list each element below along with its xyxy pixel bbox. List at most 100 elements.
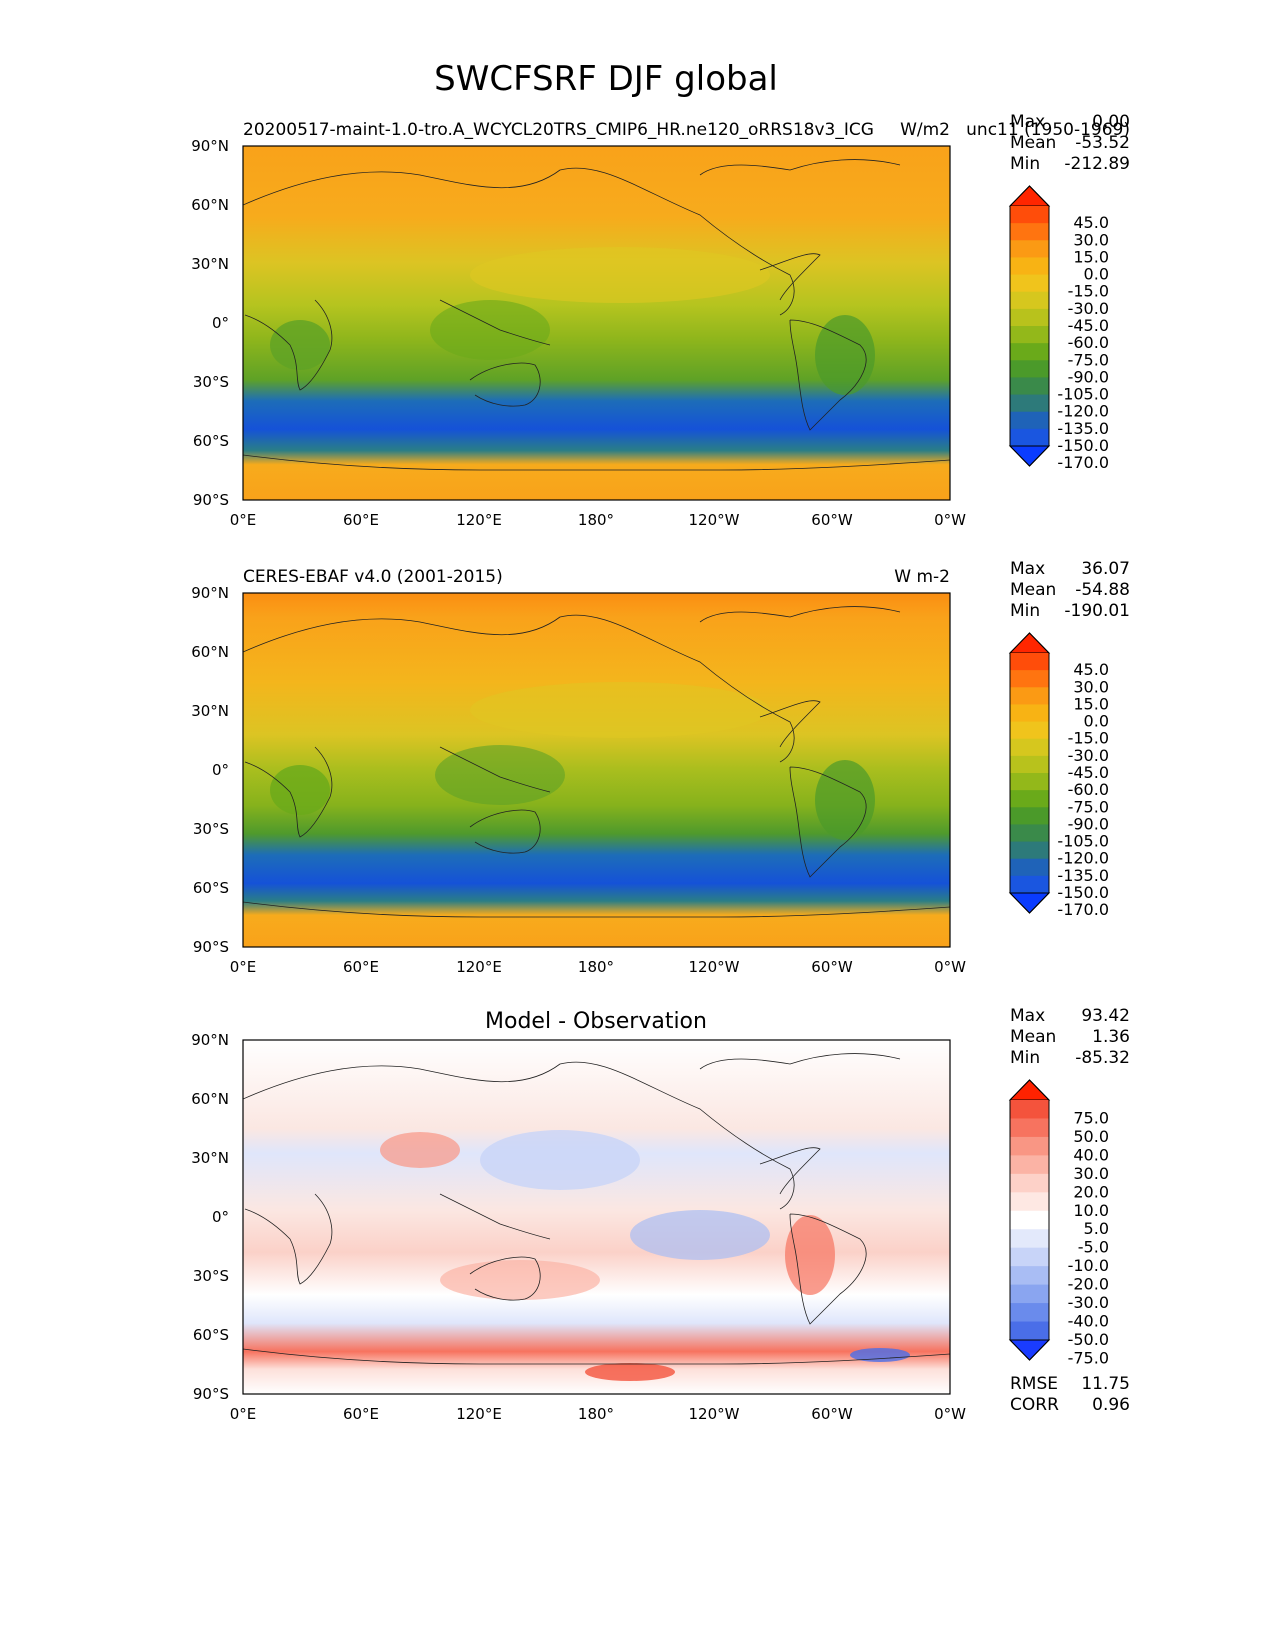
panel-obs-ytick: 90°S	[193, 938, 229, 956]
panel-diff-xtick: 0°E	[230, 1405, 257, 1423]
colorbar-tick-label: 75.0	[1073, 1108, 1109, 1127]
colorbar-tick-label: -150.0	[1057, 883, 1109, 902]
colorbar-extend-max	[1008, 1079, 1051, 1101]
colorbar-band	[1010, 1229, 1049, 1249]
colorbar-tick-label: -105.0	[1057, 385, 1109, 404]
colorbar-tick-label: -40.0	[1068, 1312, 1109, 1331]
colorbar-band	[1010, 670, 1049, 688]
panel-diff-stat-mean-label: Mean	[1010, 1027, 1056, 1047]
panel-diff-xtick: 120°E	[456, 1405, 502, 1423]
colorbar-band	[1010, 824, 1049, 843]
colorbar-tick-label: 30.0	[1073, 230, 1109, 249]
panel-obs: CERES-EBAF v4.0 (2001-2015) W m-2 90°N 6…	[191, 559, 1130, 976]
colorbar-tick-label: 15.0	[1073, 247, 1109, 266]
panel-obs-xtick: 120°E	[456, 958, 502, 976]
panel-model-stat-min: -212.89	[1064, 154, 1130, 174]
panel-obs-coastlines	[243, 606, 950, 918]
panel-obs-ytick: 60°N	[191, 643, 229, 661]
colorbar-tick-label: -90.0	[1068, 814, 1109, 833]
panel-obs-xtick: 0°W	[934, 958, 966, 976]
panel-obs-npacific-band	[470, 682, 770, 738]
panel-diff-ytick: 30°S	[193, 1267, 229, 1285]
colorbar-band	[1010, 790, 1049, 808]
colorbar-tick-label: -90.0	[1068, 367, 1109, 386]
panel-model-ytick: 60°S	[193, 432, 229, 450]
colorbar-band	[1010, 1321, 1049, 1341]
colorbar-tick-label: -30.0	[1068, 1293, 1109, 1312]
colorbar-tick-label: 40.0	[1073, 1145, 1109, 1164]
figure-title: SWCFSRF DJF global	[434, 59, 778, 99]
panel-model-coastlines	[243, 159, 950, 471]
colorbar-band	[1010, 858, 1049, 877]
colorbar-band	[1010, 326, 1049, 344]
panel-obs-stat-max-label: Max	[1010, 559, 1045, 579]
panel-obs-ytick: 0°	[212, 761, 229, 779]
panel-model-stat-mean: -53.52	[1075, 133, 1130, 153]
panel-diff-red-patch	[585, 1363, 675, 1381]
colorbar-band	[1010, 807, 1049, 825]
panel-diff-ytick: 90°N	[191, 1031, 229, 1049]
panel-obs-stats: Max 36.07 Mean -54.88 Min -190.01	[1010, 559, 1130, 621]
panel-obs-stat-mean-label: Mean	[1010, 580, 1056, 600]
panel-obs-frame	[242, 592, 951, 948]
panel-diff-yaxis: 90°N 60°N 30°N 0° 30°S 60°S 90°S	[191, 1031, 229, 1403]
colorbar-extend-max	[1008, 185, 1051, 207]
panel-obs-map	[243, 593, 950, 947]
panel-diff-ytick: 90°S	[193, 1385, 229, 1403]
panel-diff-red-patch	[785, 1215, 835, 1295]
colorbar-band	[1010, 1284, 1049, 1304]
colorbar-tick-label: -120.0	[1057, 402, 1109, 421]
colorbar-tick-label: -170.0	[1057, 453, 1109, 472]
panel-diff-stat-min-label: Min	[1010, 1048, 1040, 1068]
panel-diff-xtick: 0°W	[934, 1405, 966, 1423]
panel-diff-title: Model - Observation	[485, 1009, 707, 1034]
panel-obs-ytick: 60°S	[193, 879, 229, 897]
colorbar-band	[1010, 1247, 1049, 1267]
colorbar-tick-label: -60.0	[1068, 333, 1109, 352]
panel-model-title-extra: unc11 (1950-1969)	[966, 120, 1130, 140]
panel-diff-blue-patch	[480, 1130, 640, 1190]
panel-model-samerica-cloud	[815, 315, 875, 395]
panel-model-ytick: 90°N	[191, 137, 229, 155]
panel-model-npacific-band	[470, 247, 770, 303]
colorbar-band	[1010, 360, 1049, 378]
panel-model-africa-cloud	[270, 320, 330, 370]
panel-model-warmpool-cloud	[430, 300, 550, 360]
panel-model-xtick: 0°W	[934, 511, 966, 529]
colorbar-band	[1010, 687, 1049, 705]
panel-obs-warmpool-cloud	[435, 745, 565, 805]
panel-diff-ytick: 30°N	[191, 1149, 229, 1167]
colorbar-outline	[1009, 632, 1050, 914]
colorbar-band	[1010, 1210, 1049, 1230]
panel-model-xtick: 60°E	[343, 511, 379, 529]
colorbar-band	[1010, 1118, 1049, 1138]
panel-model-title-left: 20200517-maint-1.0-tro.A_WCYCL20TRS_CMIP…	[243, 120, 874, 140]
panel-model-frame	[242, 145, 951, 501]
colorbar-tick-label: -45.0	[1068, 763, 1109, 782]
panel-model-xtick: 180°	[578, 511, 614, 529]
panel-diff: Model - Observation 90°N 60°N 30°N	[191, 1006, 1130, 1423]
colorbar-tick-label: -75.0	[1068, 797, 1109, 816]
panel-model-colorbar: 45.030.015.00.0-15.0-30.0-45.0-60.0-75.0…	[1008, 185, 1109, 472]
panel-model-yaxis: 90°N 60°N 30°N 0° 30°S 60°S 90°S	[191, 137, 229, 509]
colorbar-tick-label: 30.0	[1073, 677, 1109, 696]
colorbar-tick-label: -5.0	[1078, 1238, 1109, 1257]
colorbar-band	[1010, 291, 1049, 310]
panel-model-stat-max-label: Max	[1010, 112, 1045, 132]
panel-model-stat-min-label: Min	[1010, 154, 1040, 174]
panel-diff-extra-stats: RMSE 11.75 CORR 0.96	[1010, 1374, 1130, 1415]
panel-obs-stat-min: -190.01	[1064, 601, 1130, 621]
panel-model-ytick: 0°	[212, 314, 229, 332]
panel-model-stat-mean-label: Mean	[1010, 133, 1056, 153]
colorbar-band	[1010, 1100, 1049, 1119]
colorbar-tick-label: -135.0	[1057, 866, 1109, 885]
panel-diff-stats: Max 93.42 Mean 1.36 Min -85.32	[1010, 1006, 1130, 1068]
colorbar-band	[1010, 223, 1049, 241]
panel-model-title-right: W/m2	[900, 120, 950, 140]
panel-obs-ytick: 90°N	[191, 584, 229, 602]
colorbar-band	[1010, 1266, 1049, 1286]
panel-diff-red-patch	[380, 1132, 460, 1168]
panel-obs-yaxis: 90°N 60°N 30°N 0° 30°S 60°S 90°S	[191, 584, 229, 956]
panel-obs-xtick: 0°E	[230, 958, 257, 976]
